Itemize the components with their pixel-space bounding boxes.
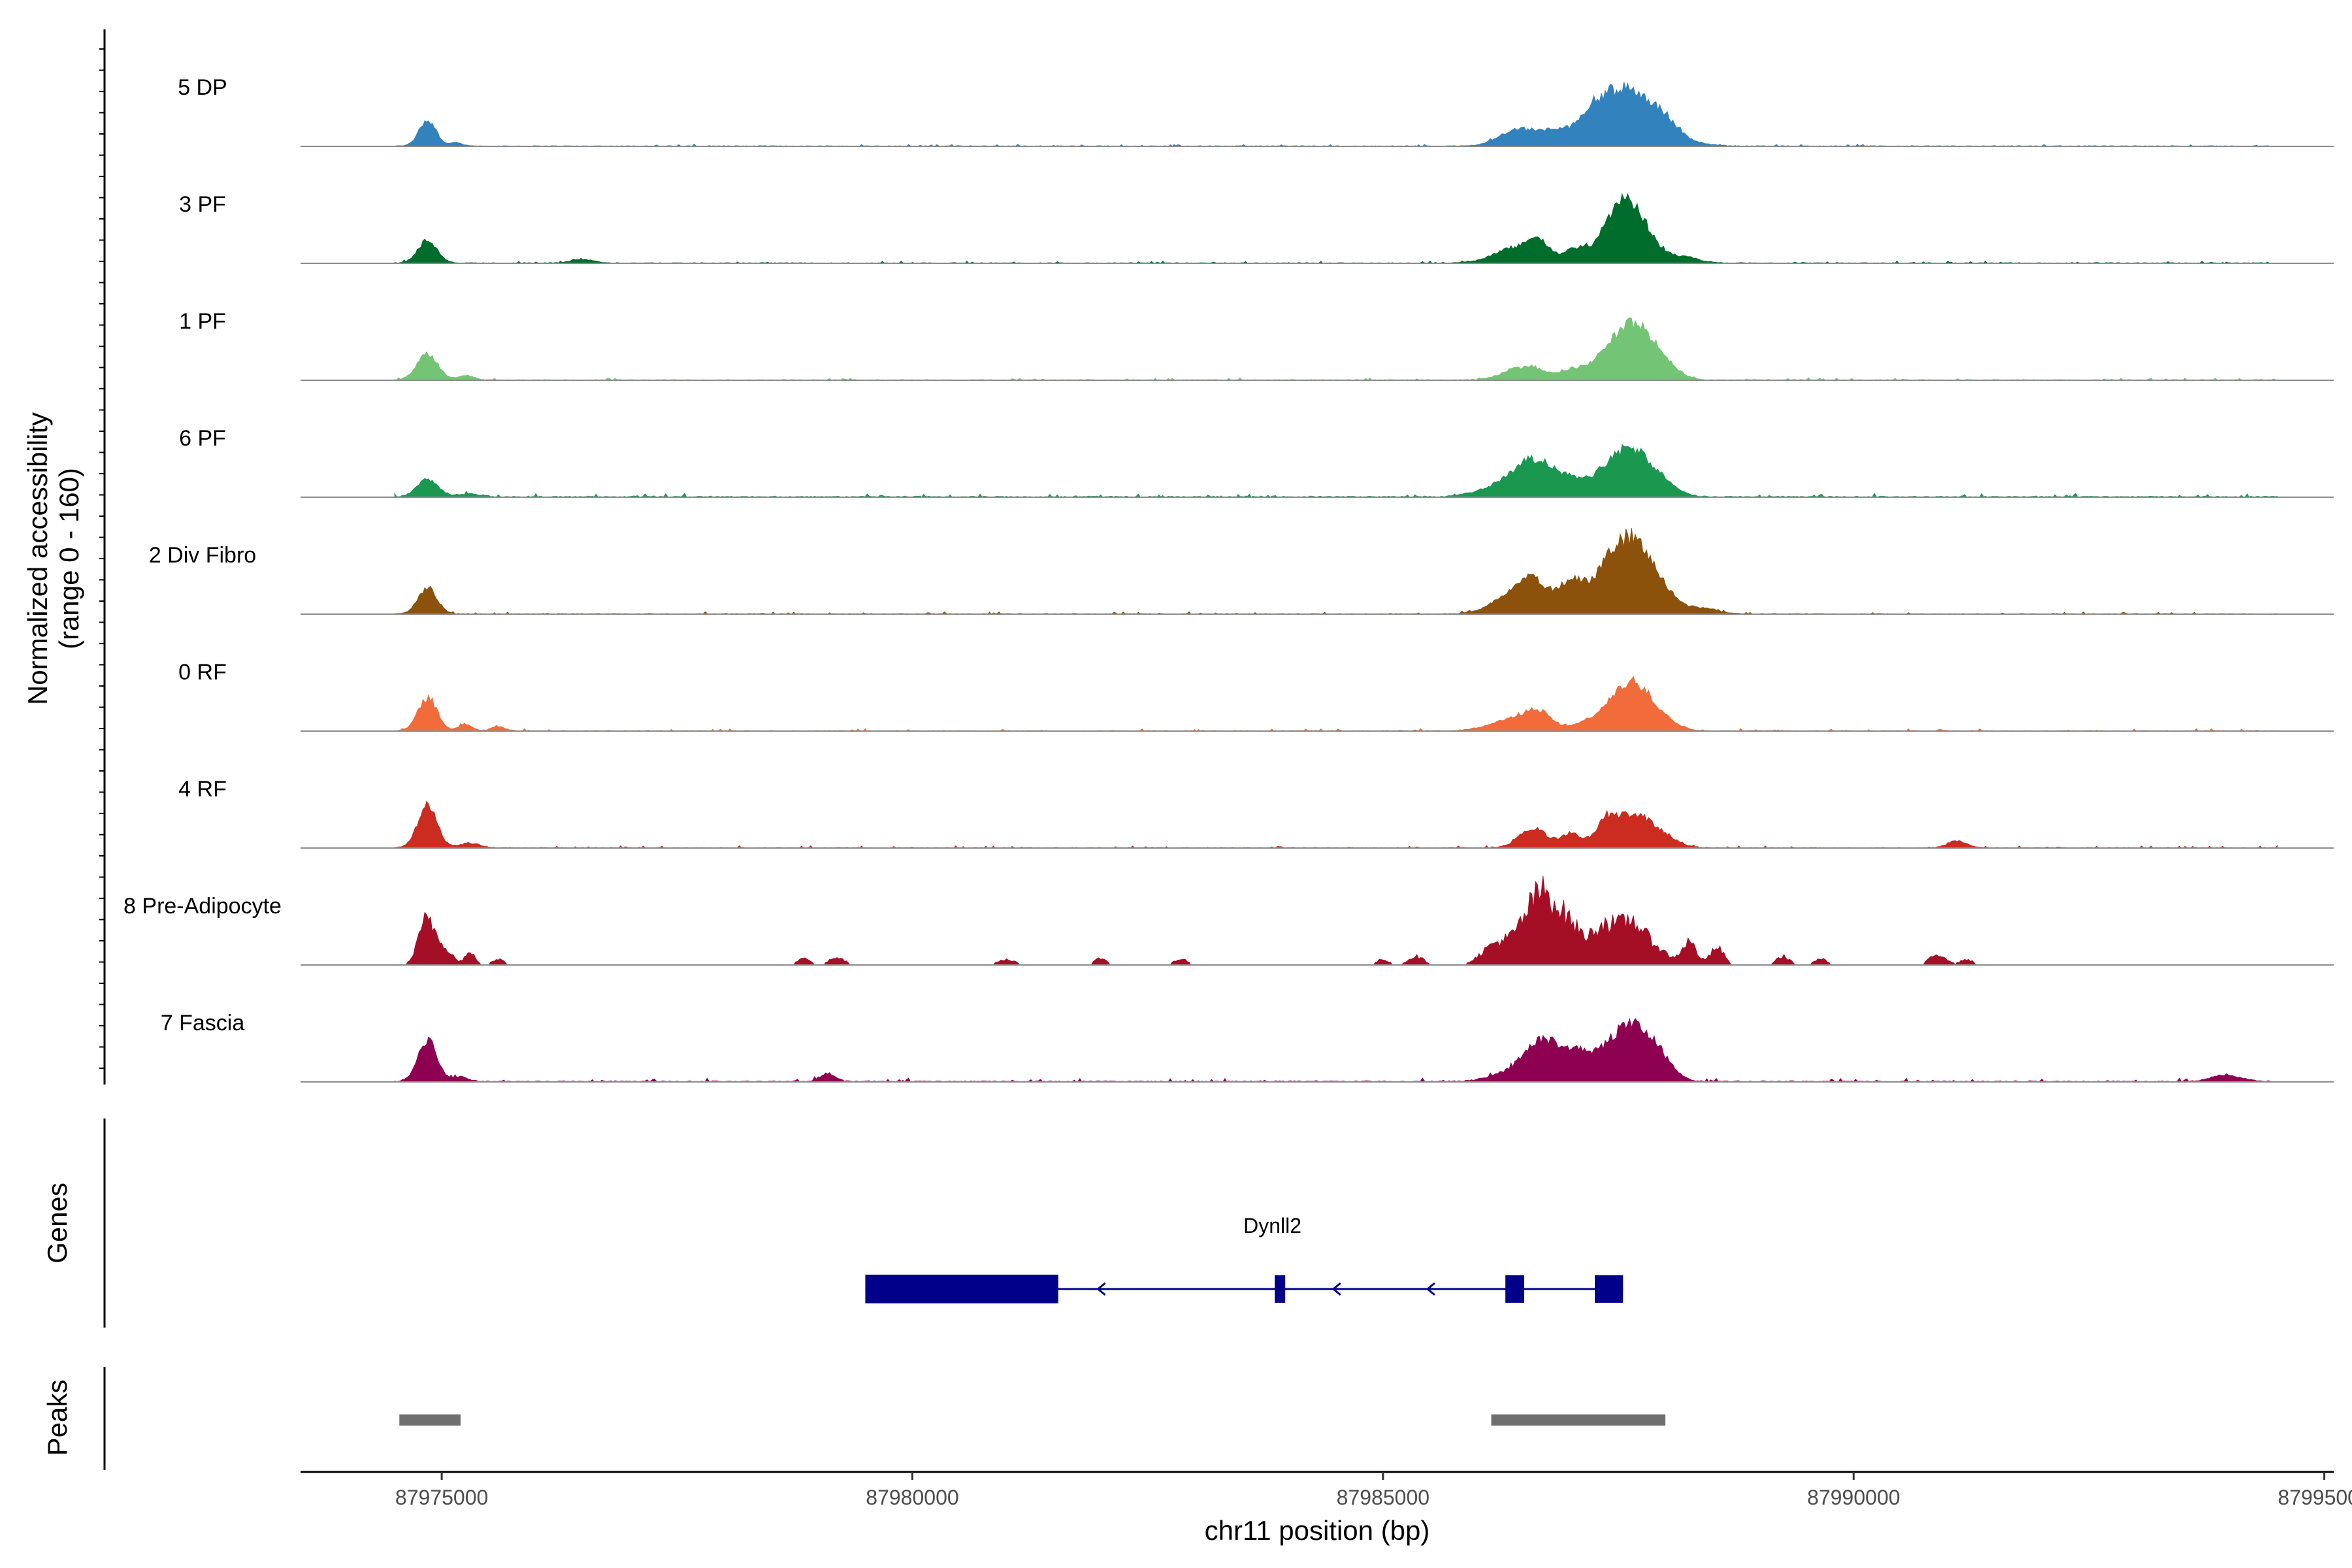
track-label: 4 RF — [178, 777, 227, 802]
coverage-area — [394, 444, 2278, 498]
gene-exon — [865, 1275, 1058, 1303]
coverage-tracks: 5 DP 3 PF 1 PF 6 PF 2 Div Fibro 0 RF 4 RF 8 Pre… — [123, 75, 2334, 1083]
strand-arrow — [1275, 1282, 1285, 1296]
strand-arrow — [1426, 1282, 1435, 1296]
x-axis-ticks: 87975000 87980000 87985000 87990000 87995000 — [395, 1472, 2352, 1509]
gene-exon — [1505, 1275, 1524, 1303]
coverage-area — [394, 676, 2278, 732]
track: 0 RF — [178, 660, 2334, 732]
track-label: 8 Pre-Adipocyte — [123, 894, 282, 919]
track: 2 Div Fibro — [149, 528, 2334, 615]
y-axis-ticks — [99, 48, 105, 1069]
x-tick-label: 87980000 — [866, 1486, 958, 1509]
peaks-panel-title: Peaks — [42, 1380, 73, 1456]
strand-arrow — [1605, 1282, 1614, 1296]
coverage-area — [394, 193, 2278, 264]
gene-label: Dynll2 — [1243, 1214, 1301, 1237]
y-axis-title-line2: (range 0 - 160) — [54, 468, 84, 649]
genes-panel-title: Genes — [42, 1183, 73, 1264]
coverage-area — [394, 317, 2278, 381]
track: 7 Fascia — [161, 1011, 2334, 1083]
coverage-area — [394, 1017, 2278, 1083]
track: 8 Pre-Adipocyte — [123, 875, 2334, 966]
track-label: 5 DP — [178, 75, 227, 100]
coverage-area — [394, 800, 2278, 849]
x-tick-label: 87985000 — [1337, 1486, 1429, 1509]
track-label: 2 Div Fibro — [149, 543, 256, 568]
track-label: 1 PF — [179, 309, 226, 334]
track: 4 RF — [178, 777, 2334, 849]
x-tick-label: 87990000 — [1807, 1486, 1900, 1509]
track-label: 7 Fascia — [161, 1011, 245, 1036]
x-axis-title: chr11 position (bp) — [1205, 1515, 1430, 1546]
peak-track — [399, 1414, 1666, 1426]
peak-region — [1491, 1414, 1666, 1426]
strand-arrow — [1096, 1282, 1106, 1296]
track: 3 PF — [179, 192, 2334, 264]
track-label: 0 RF — [178, 660, 227, 685]
y-axis-title-line1: Normalized accessibility — [22, 412, 53, 705]
strand-arrow — [1331, 1282, 1341, 1296]
x-tick-label: 87975000 — [395, 1486, 488, 1509]
coverage-area — [394, 82, 2278, 147]
peak-region — [399, 1414, 461, 1426]
gene-exon — [1595, 1275, 1624, 1303]
y-axis-title: Normalized accessibility (range 0 - 160) — [22, 412, 84, 705]
coverage-area — [394, 528, 2278, 615]
track-label: 6 PF — [179, 426, 226, 451]
gene-exon — [1275, 1275, 1286, 1303]
track: 6 PF — [179, 426, 2334, 498]
x-tick-label: 87995000 — [2278, 1486, 2352, 1509]
coverage-area — [395, 875, 2278, 966]
gene-track — [865, 1275, 1624, 1303]
track: 1 PF — [179, 309, 2334, 381]
track: 5 DP — [178, 75, 2334, 147]
track-label: 3 PF — [179, 192, 226, 217]
